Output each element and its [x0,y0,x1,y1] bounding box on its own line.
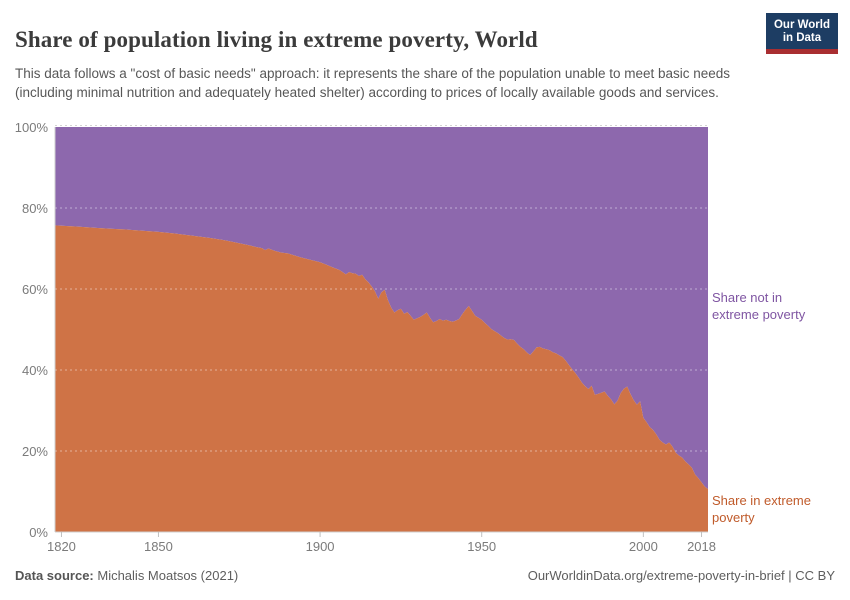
page-title: Share of population living in extreme po… [15,27,538,53]
series-label-not-in-extreme-poverty: Share not in extreme poverty [712,290,847,323]
y-tick-label: 60% [21,282,48,297]
y-tick-label: 40% [21,363,48,378]
data-source-label: Data source: [15,568,94,583]
chart-footer: Data source: Michalis Moatsos (2021) Our… [15,568,835,583]
data-source: Data source: Michalis Moatsos (2021) [15,568,238,583]
owid-logo-line2: in Data [782,32,822,44]
x-tick-label: 1850 [143,539,173,554]
series-label-line: Share not in [712,290,783,305]
x-tick-label: 2018 [687,539,716,554]
chart-subtitle: This data follows a "cost of basic needs… [15,65,731,100]
owid-logo[interactable]: Our World in Data [765,13,838,54]
series-label-line: poverty [712,509,755,525]
owid-logo-line1: Our World [773,19,830,31]
series-label-line: Share in extreme [712,493,811,508]
y-tick-label: 100% [14,120,48,135]
y-tick-label: 20% [21,444,48,459]
area-share-not-in-extreme-poverty [55,127,708,490]
credit-link[interactable]: OurWorldinData.org/extreme-poverty-in-br… [527,568,835,583]
x-tick-label: 1950 [467,539,497,554]
series-label-in-extreme-poverty: Share in extreme poverty [712,493,847,526]
series-label-line: extreme poverty [712,306,806,322]
x-tick-label: 2000 [628,539,658,554]
data-source-value: Michalis Moatsos (2021) [93,568,239,583]
x-tick-label: 1820 [46,539,76,554]
y-tick-label: 0% [29,525,48,540]
x-tick-label: 1900 [305,539,335,554]
y-tick-label: 80% [21,201,48,216]
area-share-in-extreme-poverty [55,225,708,532]
